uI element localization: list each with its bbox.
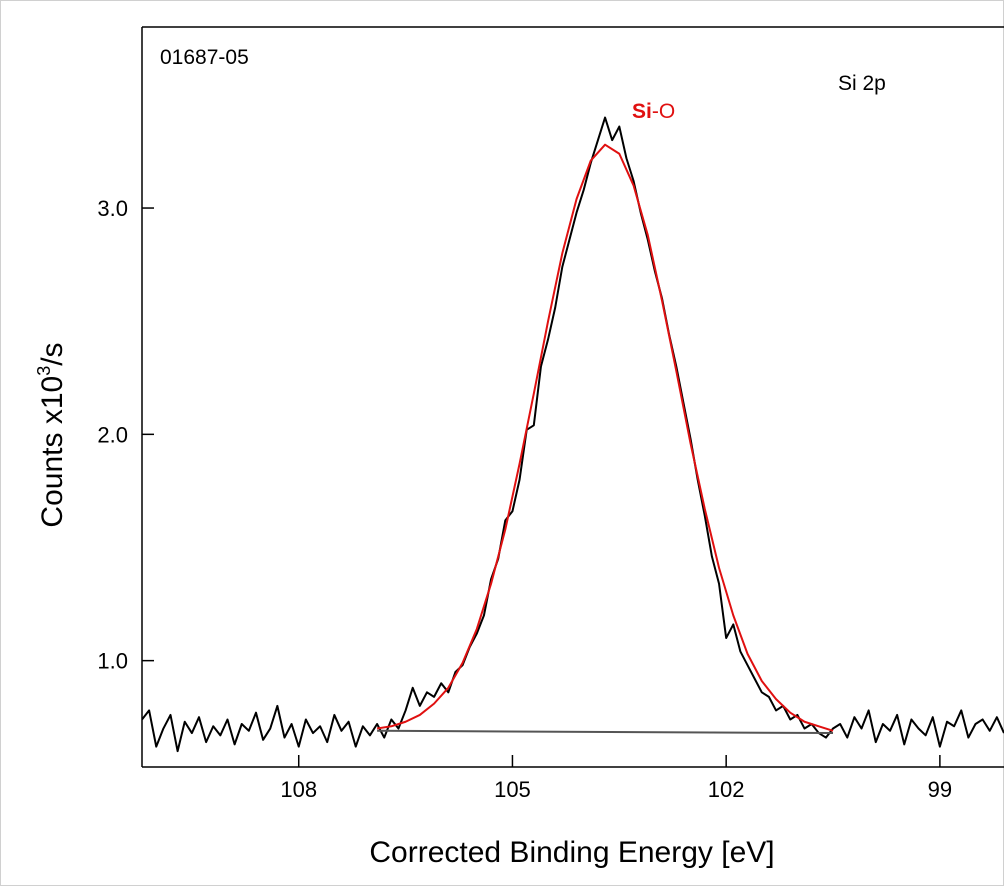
y-tick-label: 1.0 (97, 649, 128, 674)
x-tick-label: 99 (928, 777, 952, 802)
x-axis-label: Corrected Binding Energy [eV] (369, 836, 774, 869)
y-axis-label-exp: 3 (34, 366, 54, 376)
region-label: Si 2p (838, 72, 886, 95)
sample-id: 01687-05 (160, 46, 249, 69)
x-tick-label: 105 (494, 777, 531, 802)
series-line (376, 143, 834, 732)
y-axis-label-unit: /s (36, 342, 69, 365)
y-axis-label-main: Counts x10 (36, 376, 69, 528)
plot-area (142, 116, 1004, 753)
y-tick-label: 3.0 (97, 196, 128, 221)
peak-label-element: Si (632, 100, 652, 123)
series-line (142, 116, 1004, 753)
axes: 108 105 102 99 1.0 2.0 3.0 (97, 196, 952, 802)
x-tick-label: 102 (708, 777, 745, 802)
peak-label: Si-O (632, 100, 675, 123)
x-tick-label: 108 (280, 777, 317, 802)
series-line (377, 729, 834, 735)
y-tick-label: 2.0 (97, 422, 128, 447)
y-axis-label: Counts x103/s (34, 342, 69, 527)
peak-label-bond: -O (652, 100, 675, 123)
